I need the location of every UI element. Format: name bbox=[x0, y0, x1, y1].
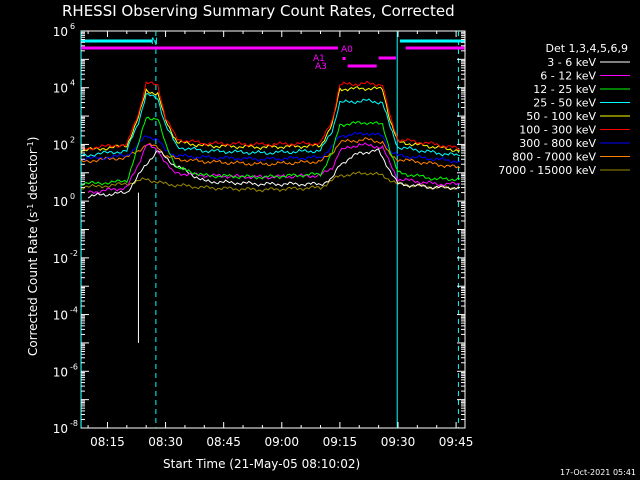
y-tick-exponent-6: -6 bbox=[70, 362, 78, 371]
night-label: N bbox=[151, 37, 158, 47]
x-tick-label-3: 09:00 bbox=[264, 435, 299, 449]
legend-label-8: 7000 - 15000 keV bbox=[498, 164, 596, 177]
y-axis-label-end: ) bbox=[26, 137, 40, 142]
a1-marker bbox=[342, 57, 346, 60]
x-ticks-layer: 08:15 08:30 08:45 09:00 09:15 09:30 09:45 bbox=[87, 31, 474, 449]
x-tick-label-6: 09:45 bbox=[439, 435, 474, 449]
legend-label-5: 100 - 300 keV bbox=[519, 124, 596, 137]
y-tick-exponent-1: 4 bbox=[70, 79, 75, 88]
y-tick-exponent-4: -2 bbox=[70, 249, 78, 258]
x-axis-label: Start Time (21-May-05 08:10:02) bbox=[163, 457, 360, 471]
y-tick-exponent-5: -4 bbox=[70, 306, 78, 315]
legend-label-3: 25 - 50 keV bbox=[533, 97, 596, 110]
footer-timestamp: 17-Oct-2021 05:41 bbox=[560, 468, 636, 477]
y-tick-exponent-3: 0 bbox=[70, 192, 75, 201]
legend-label-6: 300 - 800 keV bbox=[519, 137, 596, 150]
y-tick-exponent-2: 2 bbox=[70, 135, 75, 144]
legend-label-1: 6 - 12 keV bbox=[540, 70, 596, 83]
y-tick-label-5: 10 bbox=[53, 309, 68, 323]
series-line-3 bbox=[80, 93, 461, 158]
legend-label-0: 3 - 6 keV bbox=[547, 56, 596, 69]
vertical-lines-layer bbox=[80, 31, 459, 428]
legend-header: Det 1,3,4,5,6,9 bbox=[545, 42, 628, 55]
x-tick-label-0: 08:15 bbox=[90, 435, 125, 449]
series-line-6 bbox=[80, 131, 461, 163]
y-tick-exponent-0: 6 bbox=[70, 22, 75, 31]
x-tick-label-4: 09:15 bbox=[323, 435, 358, 449]
y-tick-exponent-7: -8 bbox=[70, 419, 78, 428]
y-axis-label-main: Corrected Count Rate (s bbox=[26, 212, 40, 356]
series-line-7 bbox=[80, 137, 461, 169]
series-line-1 bbox=[87, 142, 461, 195]
series-line-8 bbox=[80, 171, 461, 193]
legend-label-2: 12 - 25 keV bbox=[533, 83, 596, 96]
y-axis-label-sup1: -1 bbox=[26, 204, 35, 212]
x-tick-label-5: 09:30 bbox=[381, 435, 416, 449]
y-axis-label-mid: detector bbox=[26, 149, 40, 204]
x-tick-label-2: 08:45 bbox=[206, 435, 241, 449]
series-line-2 bbox=[81, 116, 461, 186]
y-tick-label-3: 10 bbox=[53, 195, 68, 209]
y-tick-label-4: 10 bbox=[53, 252, 68, 266]
series-line-5 bbox=[80, 80, 461, 151]
series-line-0 bbox=[87, 148, 460, 199]
y-tick-label-6: 10 bbox=[53, 365, 68, 379]
legend-label-7: 800 - 7000 keV bbox=[512, 151, 596, 164]
a1-label: A1 bbox=[313, 54, 325, 64]
series-layer bbox=[80, 80, 461, 343]
y-tick-label-2: 10 bbox=[53, 138, 68, 152]
y-tick-label-0: 10 bbox=[53, 25, 68, 39]
saa-label: A0 bbox=[341, 45, 353, 55]
legend-label-4: 50 - 100 keV bbox=[526, 110, 596, 123]
a3-label: A3 bbox=[315, 62, 327, 72]
y-axis-label-sup2: -1 bbox=[26, 141, 35, 149]
x-tick-label-1: 08:30 bbox=[148, 435, 183, 449]
chart-title: RHESSI Observing Summary Count Rates, Co… bbox=[62, 2, 455, 20]
y-tick-label-1: 10 bbox=[53, 82, 68, 96]
y-axis-label: Corrected Count Rate (s-1 detector-1) bbox=[26, 137, 41, 356]
y-tick-label-7: 10 bbox=[53, 422, 68, 436]
